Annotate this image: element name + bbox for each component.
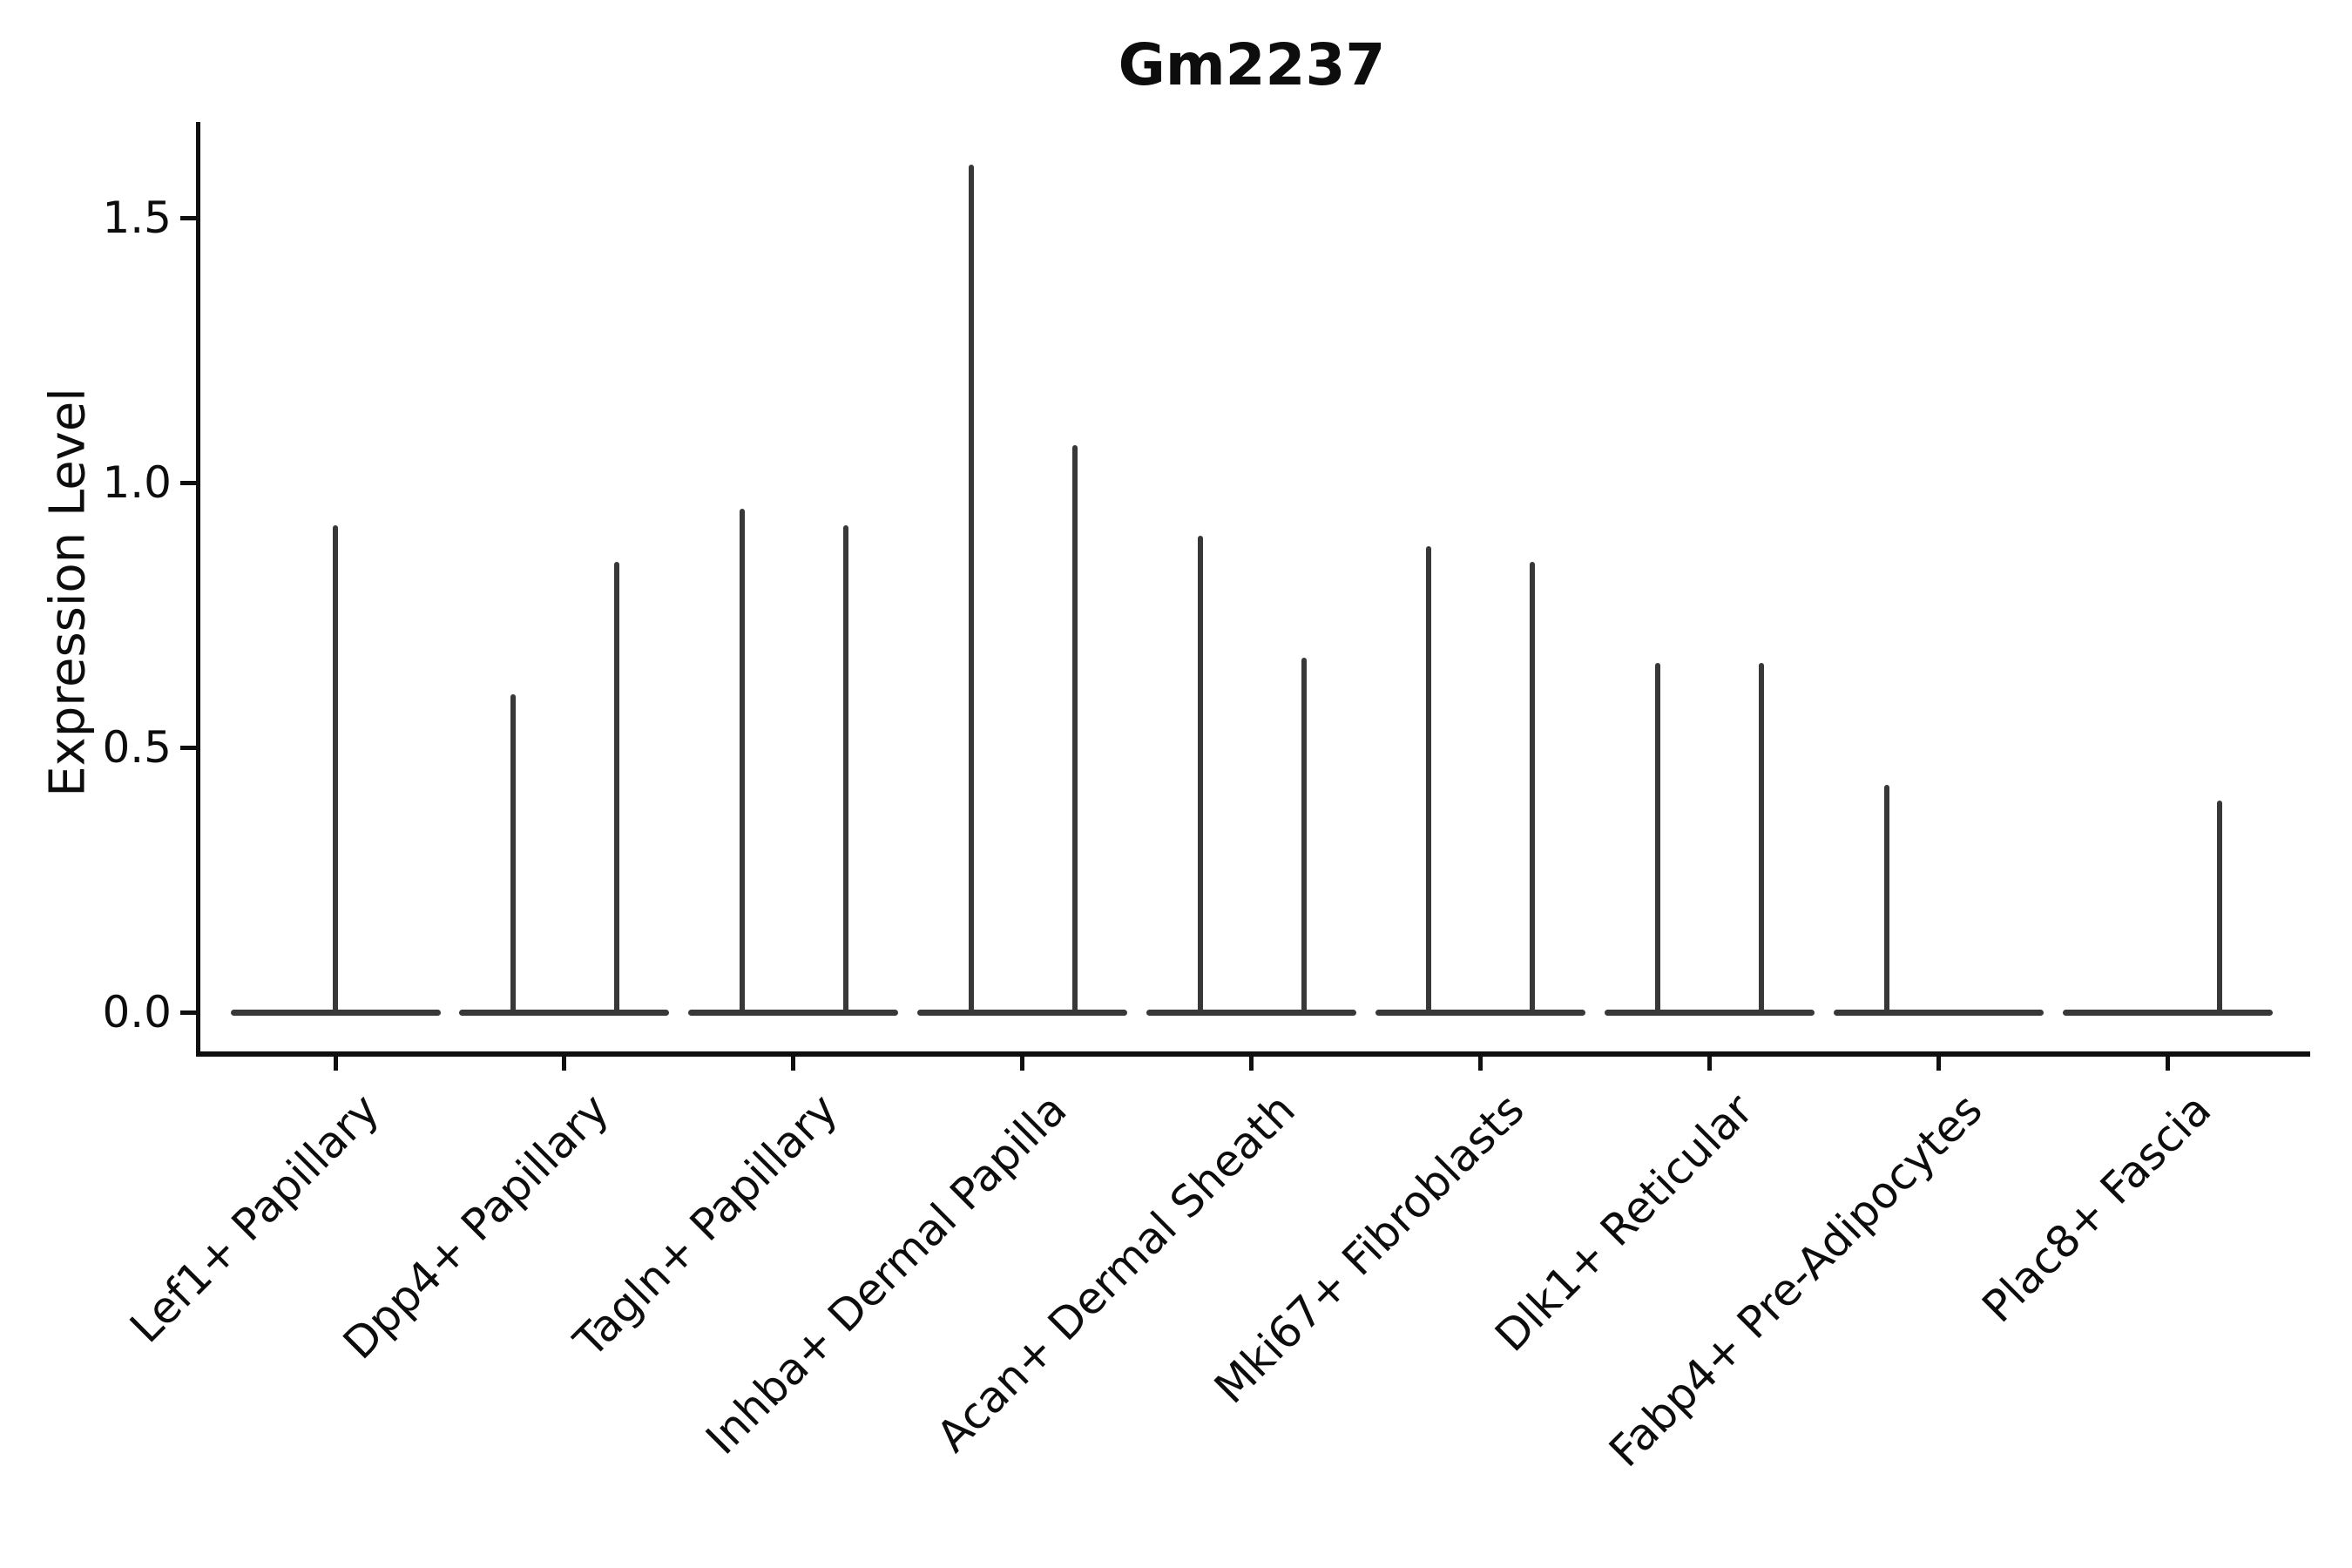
violin-baseline	[2062, 1010, 2273, 1016]
violin-spike	[333, 524, 338, 1015]
violin-spike	[2217, 800, 2222, 1015]
x-tick-label: Lef1+ Papillary	[120, 1084, 389, 1353]
x-tick	[791, 1057, 796, 1071]
x-tick	[562, 1057, 567, 1071]
violin-baseline	[1604, 1010, 1815, 1016]
y-tick-label: 1.5	[102, 193, 172, 243]
violin-spike	[1530, 562, 1536, 1015]
x-tick	[1249, 1057, 1254, 1071]
violin-baseline	[688, 1010, 899, 1016]
x-tick	[1707, 1057, 1712, 1071]
y-axis-spine	[196, 122, 200, 1057]
y-tick	[180, 1010, 196, 1015]
violin-spike	[1884, 784, 1890, 1015]
violin-spike	[968, 165, 974, 1015]
x-tick-label: Plac8+ Fascia	[1972, 1084, 2221, 1333]
x-tick	[1477, 1057, 1483, 1071]
violin-spike	[613, 562, 619, 1015]
y-tick	[180, 480, 196, 485]
violin-spike	[1426, 545, 1432, 1015]
violin-baseline	[1375, 1010, 1585, 1016]
x-axis-spine	[196, 1051, 2310, 1057]
violin-spike	[1071, 445, 1078, 1015]
violin-spike	[739, 509, 745, 1015]
x-tick-label: Fabp4+ Pre-Adipocytes	[1599, 1084, 1992, 1477]
y-tick	[180, 215, 196, 220]
x-tick	[333, 1057, 338, 1071]
page-title: Gm2237	[1118, 31, 1386, 98]
y-tick-label: 0.0	[102, 987, 172, 1037]
x-tick	[1020, 1057, 1025, 1071]
violin-spike	[1197, 535, 1203, 1015]
violin-baseline	[917, 1010, 1128, 1016]
x-tick	[2165, 1057, 2170, 1071]
violin-spike	[1655, 662, 1661, 1015]
y-tick	[180, 745, 196, 750]
violin-spike	[1759, 662, 1765, 1015]
violin-baseline	[1146, 1010, 1356, 1016]
violin-spike	[510, 694, 516, 1015]
violin-spike	[842, 524, 848, 1015]
violin-spike	[1301, 657, 1307, 1015]
y-tick-label: 1.0	[102, 457, 172, 508]
violin-baseline	[459, 1010, 670, 1016]
x-tick	[1936, 1057, 1941, 1071]
y-tick-label: 0.5	[102, 722, 172, 773]
violin-baseline	[1833, 1010, 2044, 1016]
